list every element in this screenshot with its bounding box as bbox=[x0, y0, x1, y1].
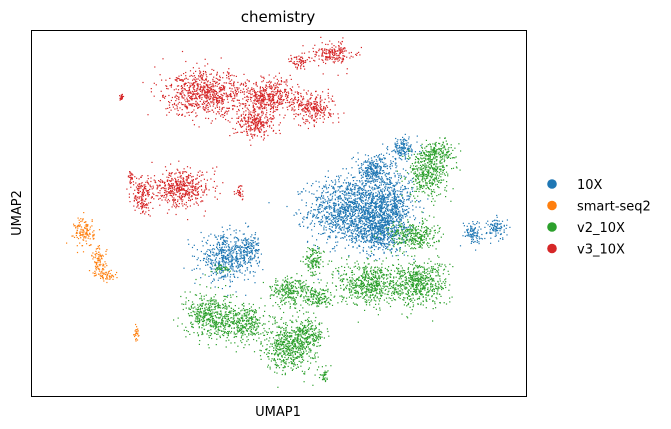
cluster-point-group bbox=[373, 211, 444, 257]
cluster-point-group bbox=[173, 274, 252, 349]
y-axis-label: UMAP2 bbox=[10, 190, 25, 236]
cluster-point-group bbox=[95, 269, 118, 284]
series-10x bbox=[183, 133, 511, 296]
legend-marker bbox=[547, 222, 557, 232]
legend: 10X smart-seq2 v2_10X v3_10X bbox=[547, 178, 651, 258]
cluster-point-group bbox=[316, 365, 332, 383]
legend-marker bbox=[547, 200, 557, 211]
cluster-point-group bbox=[222, 294, 278, 353]
plot-frame bbox=[31, 30, 527, 397]
cluster-point-group bbox=[133, 323, 140, 342]
cluster-point-group bbox=[210, 264, 231, 274]
cluster-point-group bbox=[262, 273, 317, 313]
legend-label: v3_10X bbox=[577, 243, 625, 258]
legend-label: v2_10X bbox=[577, 221, 625, 236]
cluster-point-group bbox=[284, 316, 330, 354]
cluster-point-group bbox=[373, 255, 454, 322]
cluster-point-group bbox=[66, 212, 101, 254]
cluster-point-group bbox=[320, 250, 414, 323]
series-v3-10x bbox=[119, 36, 362, 221]
cluster-point-group bbox=[408, 137, 462, 169]
cluster-point-group bbox=[382, 133, 422, 161]
x-axis-label: UMAP1 bbox=[255, 405, 301, 420]
legend-marker bbox=[547, 243, 557, 254]
cluster-point-group bbox=[248, 304, 329, 388]
cluster-point-group bbox=[119, 93, 125, 101]
cluster-point-group bbox=[126, 175, 155, 217]
cluster-point-group bbox=[302, 36, 362, 76]
cluster-point-group bbox=[289, 86, 345, 130]
scatter-points bbox=[66, 36, 511, 388]
chart-title: chemistry bbox=[241, 8, 316, 26]
series-smart-seq2 bbox=[66, 212, 140, 342]
cluster-point-group bbox=[140, 160, 224, 221]
cluster-point-group bbox=[142, 50, 270, 128]
cluster-point-group bbox=[302, 282, 337, 314]
cluster-point-group bbox=[88, 245, 108, 277]
series-v2-10x bbox=[173, 137, 462, 388]
cluster-point-group bbox=[233, 185, 244, 201]
cluster-point-group bbox=[224, 105, 285, 146]
legend-marker bbox=[547, 179, 557, 189]
cluster-point-group bbox=[288, 52, 313, 70]
legend-label: smart-seq2 bbox=[577, 200, 651, 215]
cluster-point-group bbox=[235, 222, 264, 284]
cluster-point-group bbox=[127, 171, 134, 188]
cluster-point-group bbox=[342, 152, 404, 190]
cluster-point-group bbox=[348, 153, 429, 260]
legend-label: 10X bbox=[577, 178, 603, 193]
cluster-point-group bbox=[484, 214, 511, 244]
cluster-point-group bbox=[396, 139, 461, 206]
cluster-point-group bbox=[183, 224, 258, 296]
cluster-point-group bbox=[300, 244, 330, 284]
cluster-point-group bbox=[222, 72, 313, 127]
cluster-point-group bbox=[459, 221, 486, 251]
